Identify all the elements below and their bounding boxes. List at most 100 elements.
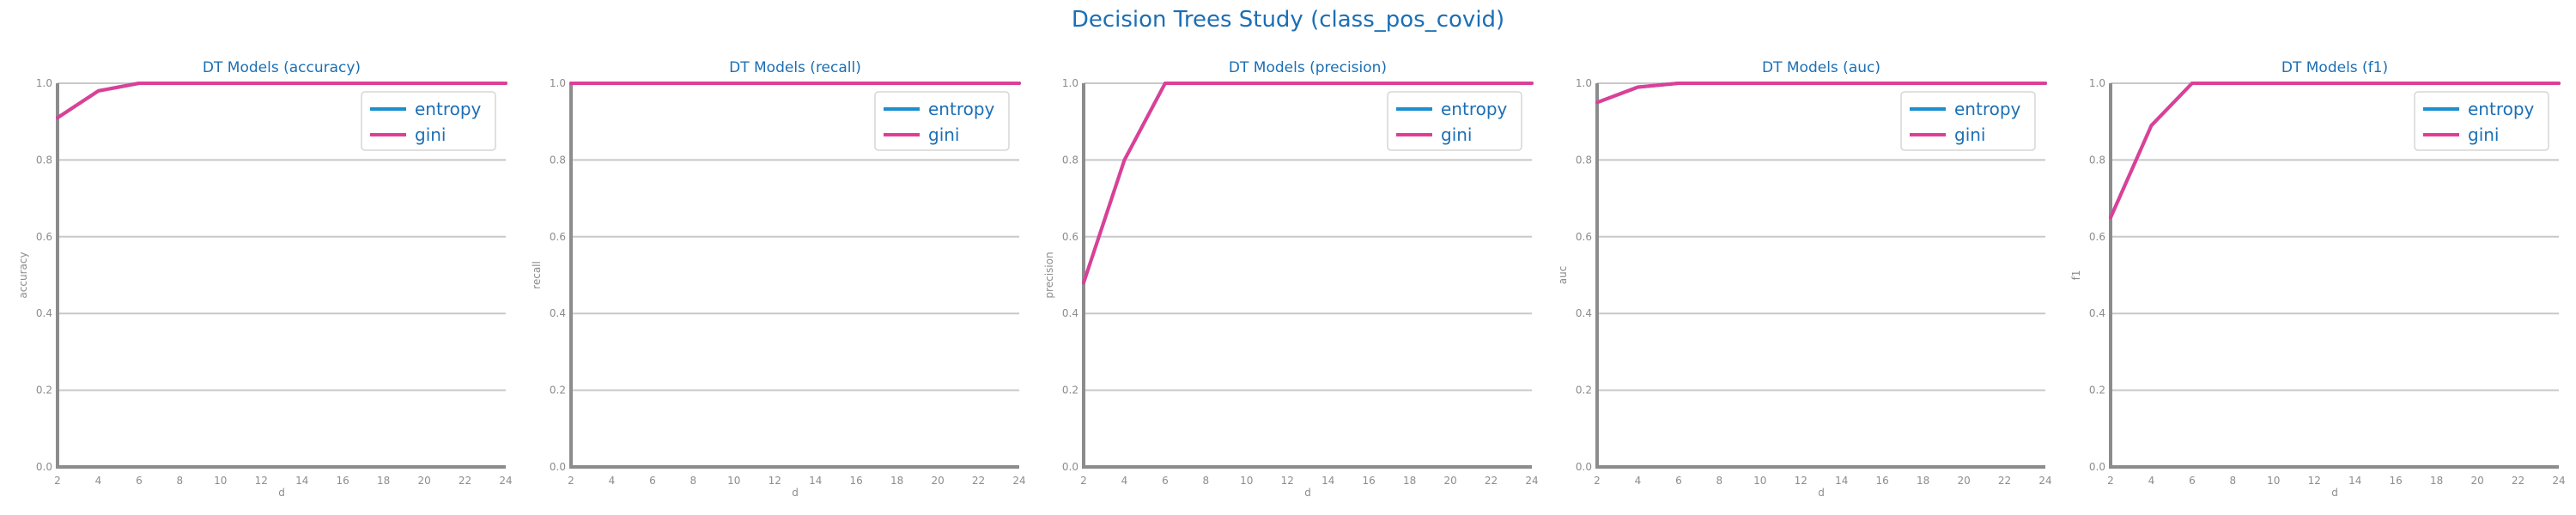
chart-title: DT Models (precision)	[1229, 59, 1387, 76]
x-tick-label: 20	[1443, 475, 1456, 487]
x-tick-label: 6	[1675, 475, 1682, 487]
y-tick-label: 1.0	[36, 77, 52, 89]
y-axis-label: accuracy	[17, 251, 29, 298]
x-tick-label: 6	[649, 475, 656, 487]
legend-label-gini: gini	[415, 124, 446, 145]
series-line-gini	[1595, 82, 2047, 105]
legend-label-gini: gini	[1441, 124, 1472, 145]
x-tick-label: 24	[1525, 475, 1538, 487]
legend: entropy gini	[2414, 91, 2549, 151]
x-tick-label: 14	[809, 475, 822, 487]
x-tick-label: 6	[136, 475, 143, 487]
x-tick-label: 12	[769, 475, 781, 487]
y-tick-label: 0.8	[1062, 154, 1078, 166]
x-tick-label: 18	[377, 475, 390, 487]
legend: entropy gini	[1387, 91, 1522, 151]
x-axis-label: d	[2331, 487, 2338, 499]
y-tick-label: 0.0	[36, 461, 52, 473]
legend-label-entropy: entropy	[1954, 99, 2021, 119]
chart-title: DT Models (auc)	[1762, 59, 1880, 76]
x-tick-label: 14	[295, 475, 308, 487]
x-tick-label: 12	[2308, 475, 2321, 487]
x-tick-label: 16	[1876, 475, 1889, 487]
y-tick-label: 0.4	[36, 307, 52, 319]
legend-label-entropy: entropy	[415, 99, 482, 119]
y-tick-label: 0.6	[36, 231, 52, 243]
y-tick-label: 1.0	[1576, 77, 1592, 89]
x-tick-label: 24	[2038, 475, 2051, 487]
chart-panel: 0.00.20.40.60.81.02 4 6 8 10 12 14 16 18 20 22 24da…	[17, 59, 513, 499]
x-tick-label: 12	[255, 475, 268, 487]
figure-title: Decision Trees Study (class_pos_covid)	[1071, 7, 1505, 33]
x-tick-label: 8	[177, 475, 184, 487]
y-tick-label: 0.0	[550, 461, 566, 473]
y-tick-label: 0.2	[1062, 385, 1078, 397]
x-tick-label: 2	[1594, 475, 1601, 487]
x-tick-label: 6	[2189, 475, 2196, 487]
x-tick-label: 10	[727, 475, 740, 487]
x-axis-label: d	[792, 487, 799, 499]
y-tick-label: 0.2	[1576, 385, 1592, 397]
x-tick-label: 14	[1321, 475, 1334, 487]
x-axis-label: d	[278, 487, 285, 499]
x-tick-label: 4	[2148, 475, 2155, 487]
chart-panel: 0.00.20.40.60.81.02 4 6 8 10 12 14 16 18 20 22 24dp…	[1043, 59, 1539, 499]
chart-panel: 0.00.20.40.60.81.02 4 6 8 10 12 14 16 18 20 22 24df…	[2070, 59, 2566, 499]
x-tick-label: 22	[459, 475, 471, 487]
y-tick-label: 0.4	[1062, 307, 1078, 319]
y-tick-label: 0.0	[1576, 461, 1592, 473]
y-tick-label: 1.0	[1062, 77, 1078, 89]
x-tick-label: 20	[2470, 475, 2483, 487]
y-tick-label: 0.6	[1576, 231, 1592, 243]
legend-label-entropy: entropy	[2468, 99, 2535, 119]
x-tick-label: 4	[1121, 475, 1128, 487]
x-tick-label: 18	[890, 475, 903, 487]
x-tick-label: 4	[609, 475, 616, 487]
x-axis-label: d	[1818, 487, 1825, 499]
x-tick-label: 20	[931, 475, 944, 487]
chart-panel: 0.00.20.40.60.81.02 4 6 8 10 12 14 16 18 20 22 24dr…	[531, 59, 1026, 499]
x-tick-label: 12	[1795, 475, 1807, 487]
x-tick-label: 14	[1835, 475, 1848, 487]
x-tick-label: 2	[1080, 475, 1087, 487]
y-axis-label: recall	[531, 261, 543, 289]
x-tick-label: 18	[1403, 475, 1416, 487]
series-line-gini	[1082, 82, 1534, 285]
chart-title: DT Models (f1)	[2281, 59, 2388, 76]
x-tick-label: 6	[1162, 475, 1169, 487]
x-tick-label: 4	[1635, 475, 1642, 487]
legend: entropy gini	[874, 91, 1010, 151]
y-axis-label: f1	[2070, 270, 2082, 281]
x-tick-label: 2	[54, 475, 61, 487]
legend-label-gini: gini	[2468, 124, 2499, 145]
y-tick-label: 0.8	[1576, 154, 1592, 166]
y-tick-label: 0.2	[550, 385, 566, 397]
y-tick-label: 0.8	[2089, 154, 2105, 166]
x-tick-label: 8	[2230, 475, 2237, 487]
x-tick-label: 12	[1281, 475, 1294, 487]
x-axis-label: d	[1304, 487, 1311, 499]
x-tick-label: 14	[2348, 475, 2361, 487]
x-tick-label: 16	[337, 475, 349, 487]
x-tick-label: 22	[972, 475, 985, 487]
x-tick-label: 22	[1998, 475, 2011, 487]
x-tick-label: 18	[1917, 475, 1929, 487]
x-tick-label: 22	[2512, 475, 2524, 487]
y-tick-label: 1.0	[550, 77, 566, 89]
chart-panel: 0.00.20.40.60.81.02 4 6 8 10 12 14 16 18 20 22 24da…	[1557, 59, 2052, 499]
x-tick-label: 22	[1485, 475, 1498, 487]
x-tick-label: 2	[568, 475, 574, 487]
x-tick-label: 2	[2107, 475, 2114, 487]
x-tick-label: 24	[499, 475, 512, 487]
y-tick-label: 1.0	[2089, 77, 2105, 89]
x-tick-label: 16	[2390, 475, 2403, 487]
legend-label-gini: gini	[928, 124, 959, 145]
y-tick-label: 0.4	[550, 307, 566, 319]
y-axis-label: auc	[1557, 266, 1569, 285]
y-tick-label: 0.0	[2089, 461, 2105, 473]
y-tick-label: 0.8	[36, 154, 52, 166]
x-tick-label: 24	[2552, 475, 2565, 487]
y-tick-label: 0.8	[550, 154, 566, 166]
y-tick-label: 0.2	[2089, 385, 2105, 397]
x-tick-label: 20	[1957, 475, 1970, 487]
